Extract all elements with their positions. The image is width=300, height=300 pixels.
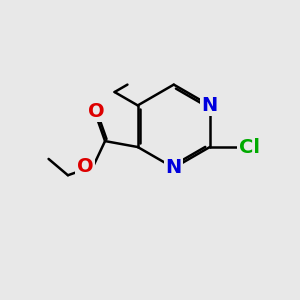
Text: O: O	[76, 157, 93, 176]
Text: O: O	[88, 102, 104, 121]
Text: N: N	[202, 96, 218, 115]
Text: N: N	[166, 158, 182, 177]
Text: Cl: Cl	[238, 137, 260, 157]
